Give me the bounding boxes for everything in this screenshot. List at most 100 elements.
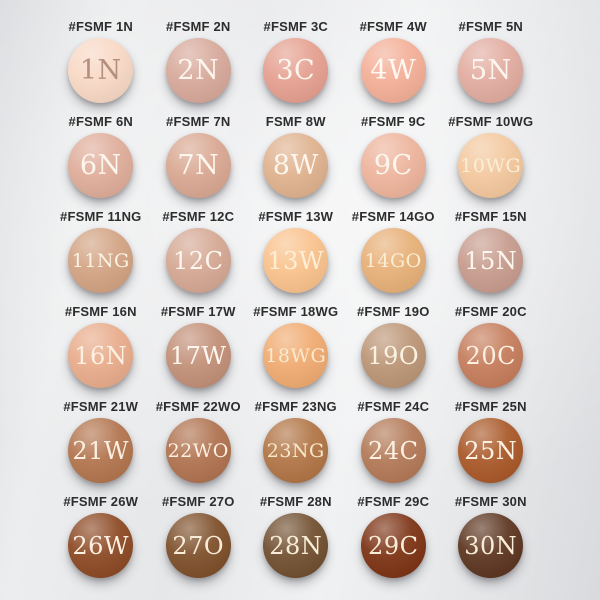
shade-label: #FSMF 3C xyxy=(263,19,328,34)
shade-swatch: FSMF 8W 8W xyxy=(247,112,345,207)
shade-label: #FSMF 17W xyxy=(160,304,236,319)
shade-circle[interactable]: 15N xyxy=(458,228,524,293)
shade-label: #FSMF 12C xyxy=(162,209,235,224)
shade-circle[interactable]: 11NG xyxy=(68,228,134,293)
shade-code-text: 8W xyxy=(272,150,319,181)
shade-code-text: 26W xyxy=(72,531,130,560)
shade-circle[interactable]: 16N xyxy=(68,323,134,388)
shade-code-text: 25N xyxy=(464,436,518,465)
shade-swatch: #FSMF 1N 1N xyxy=(52,17,150,112)
shade-swatch: #FSMF 13W 13W xyxy=(247,207,345,302)
shade-label: #FSMF 20C xyxy=(454,304,527,319)
shade-swatch: #FSMF 25N 25N xyxy=(442,397,540,492)
shade-code-text: 7N xyxy=(177,150,220,181)
shade-circle[interactable]: 10WG xyxy=(458,133,524,198)
shade-circle[interactable]: 28N xyxy=(263,513,329,578)
shade-grid: #FSMF 1N 1N #FSMF 2N 2N #FSMF 3C 3C #FSM… xyxy=(52,17,540,587)
shade-swatch: #FSMF 17W 17W xyxy=(150,302,248,397)
shade-swatch: #FSMF 23NG 23NG xyxy=(247,397,345,492)
shade-code-text: 28N xyxy=(269,531,323,560)
shade-label: #FSMF 24C xyxy=(357,399,430,414)
shade-circle[interactable]: 2N xyxy=(165,38,231,103)
shade-label: #FSMF 1N xyxy=(68,19,133,34)
shade-label: #FSMF 30N xyxy=(454,494,527,509)
shade-code-text: 27O xyxy=(172,531,225,560)
shade-label: #FSMF 29C xyxy=(357,494,430,509)
shade-swatch: #FSMF 22WO 22WO xyxy=(150,397,248,492)
shade-label: #FSMF 22WO xyxy=(155,399,241,414)
shade-circle[interactable]: 4W xyxy=(360,38,426,103)
shade-code-text: 4W xyxy=(370,55,417,86)
shade-swatch: #FSMF 3C 3C xyxy=(247,17,345,112)
shade-circle[interactable]: 22WO xyxy=(165,418,231,483)
shade-swatch: #FSMF 14GO 14GO xyxy=(345,207,443,302)
shade-label: #FSMF 27O xyxy=(161,494,235,509)
shade-code-text: 22WO xyxy=(167,439,229,462)
shade-circle[interactable]: 19O xyxy=(360,323,426,388)
shade-label: FSMF 8W xyxy=(265,114,326,129)
shade-label: #FSMF 11NG xyxy=(60,209,142,224)
shade-circle[interactable]: 20C xyxy=(458,323,524,388)
shade-code-text: 14GO xyxy=(364,249,422,272)
shade-code-text: 15N xyxy=(464,246,518,275)
shade-code-text: 10WG xyxy=(460,154,522,177)
shade-circle[interactable]: 7N xyxy=(165,133,231,198)
shade-label: #FSMF 16N xyxy=(64,304,137,319)
shade-circle[interactable]: 14GO xyxy=(360,228,426,293)
shade-label: #FSMF 15N xyxy=(454,209,527,224)
shade-swatch: #FSMF 21W 21W xyxy=(52,397,150,492)
shade-label: #FSMF 28N xyxy=(259,494,332,509)
shade-circle[interactable]: 1N xyxy=(68,38,134,103)
shade-code-text: 30N xyxy=(464,531,518,560)
shade-label: #FSMF 2N xyxy=(166,19,231,34)
shade-code-text: 11NG xyxy=(71,249,130,272)
shade-circle[interactable]: 29C xyxy=(360,513,426,578)
shade-swatch: #FSMF 2N 2N xyxy=(150,17,248,112)
shade-circle[interactable]: 3C xyxy=(263,38,329,103)
shade-code-text: 23NG xyxy=(266,439,325,462)
shade-swatch: #FSMF 5N 5N xyxy=(442,17,540,112)
shade-label: #FSMF 6N xyxy=(68,114,133,129)
shade-circle[interactable]: 8W xyxy=(263,133,329,198)
shade-swatch: #FSMF 29C 29C xyxy=(345,492,443,587)
shade-swatch: #FSMF 12C 12C xyxy=(150,207,248,302)
shade-code-text: 24C xyxy=(368,436,419,465)
shade-circle[interactable]: 9C xyxy=(360,133,426,198)
shade-code-text: 3C xyxy=(276,55,316,86)
shade-swatch: #FSMF 24C 24C xyxy=(345,397,443,492)
shade-swatch: #FSMF 7N 7N xyxy=(150,112,248,207)
shade-code-text: 2N xyxy=(177,55,220,86)
shade-label: #FSMF 4W xyxy=(359,19,427,34)
shade-swatch: #FSMF 20C 20C xyxy=(442,302,540,397)
shade-circle[interactable]: 5N xyxy=(458,38,524,103)
shade-circle[interactable]: 12C xyxy=(165,228,231,293)
shade-label: #FSMF 5N xyxy=(458,19,523,34)
shade-circle[interactable]: 18WG xyxy=(263,323,329,388)
shade-swatch: #FSMF 11NG 11NG xyxy=(52,207,150,302)
shade-circle[interactable]: 26W xyxy=(68,513,134,578)
shade-swatch: #FSMF 19O 19O xyxy=(345,302,443,397)
shade-swatch: #FSMF 26W 26W xyxy=(52,492,150,587)
shade-circle[interactable]: 17W xyxy=(165,323,231,388)
shade-label: #FSMF 21W xyxy=(63,399,139,414)
shade-code-text: 9C xyxy=(373,150,413,181)
shade-code-text: 21W xyxy=(72,436,130,465)
shade-code-text: 6N xyxy=(79,150,122,181)
shade-swatch: #FSMF 10WG 10WG xyxy=(442,112,540,207)
shade-circle[interactable]: 21W xyxy=(68,418,134,483)
shade-code-text: 29C xyxy=(368,531,419,560)
shade-label: #FSMF 26W xyxy=(63,494,139,509)
shade-circle[interactable]: 27O xyxy=(165,513,231,578)
shade-label: #FSMF 14GO xyxy=(351,209,435,224)
shade-circle[interactable]: 23NG xyxy=(263,418,329,483)
shade-swatch: #FSMF 4W 4W xyxy=(345,17,443,112)
shade-code-text: 17W xyxy=(169,341,227,370)
shade-circle[interactable]: 13W xyxy=(263,228,329,293)
shade-circle[interactable]: 6N xyxy=(68,133,134,198)
shade-label: #FSMF 7N xyxy=(166,114,231,129)
shade-circle[interactable]: 30N xyxy=(458,513,524,578)
shade-code-text: 20C xyxy=(465,341,516,370)
shade-circle[interactable]: 24C xyxy=(360,418,426,483)
shade-circle[interactable]: 25N xyxy=(458,418,524,483)
